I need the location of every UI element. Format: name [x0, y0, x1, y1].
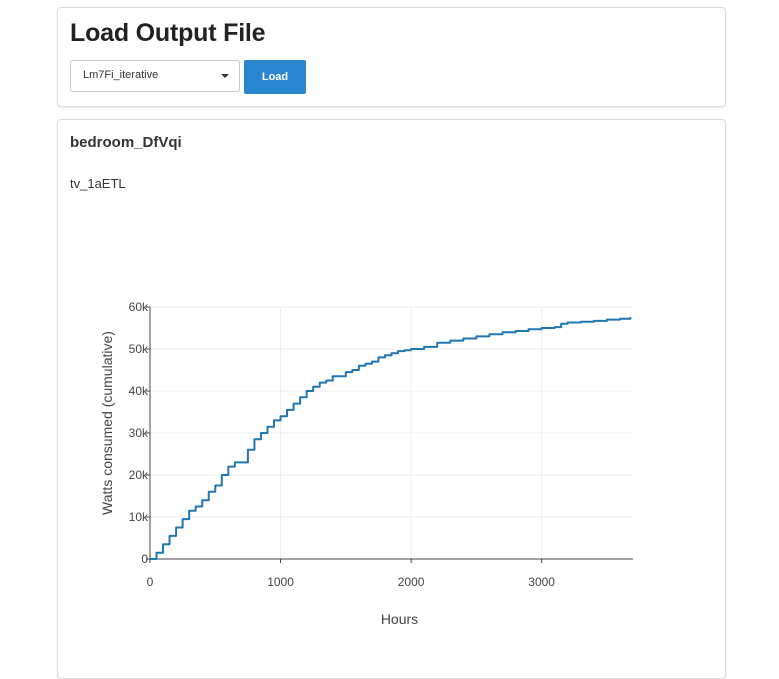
x-tick-label: 3000: [528, 575, 555, 589]
y-tick-label: 40k: [129, 384, 149, 398]
caret-down-icon: [221, 74, 229, 78]
load-button[interactable]: Load: [244, 60, 306, 94]
y-tick-label: 50k: [129, 342, 149, 356]
y-tick-label: 60k: [129, 300, 149, 314]
series-line: [150, 317, 632, 560]
chart-axes: [146, 306, 633, 563]
device-title: tv_1aETL: [70, 176, 126, 191]
x-axis-title: Hours: [381, 611, 418, 627]
x-tick-label: 0: [147, 575, 154, 589]
y-tick-label: 0: [141, 552, 148, 566]
chart-series: [150, 317, 632, 560]
output-file-select[interactable]: Lm7Fi_iterative: [70, 60, 240, 92]
chart-labels: 0 1000 2000 3000 0 10k 20k 30k 40k 50k 60k Hours Wat…: [99, 300, 555, 627]
x-tick-label: 1000: [267, 575, 294, 589]
room-panel: bedroom_DfVqi tv_1aETL: [57, 119, 726, 679]
chart-grid: [150, 306, 633, 559]
room-title: bedroom_DfVqi: [70, 134, 182, 151]
y-tick-label: 30k: [129, 426, 149, 440]
y-tick-label: 10k: [129, 510, 149, 524]
x-tick-label: 2000: [398, 575, 425, 589]
y-tick-label: 20k: [129, 468, 149, 482]
y-axis-title: Watts consumed (cumulative): [99, 331, 115, 515]
output-file-select-value: Lm7Fi_iterative: [83, 69, 159, 81]
file-loader-card: Load Output File Lm7Fi_iterative Load: [57, 7, 726, 107]
page-title: Load Output File: [70, 19, 266, 47]
